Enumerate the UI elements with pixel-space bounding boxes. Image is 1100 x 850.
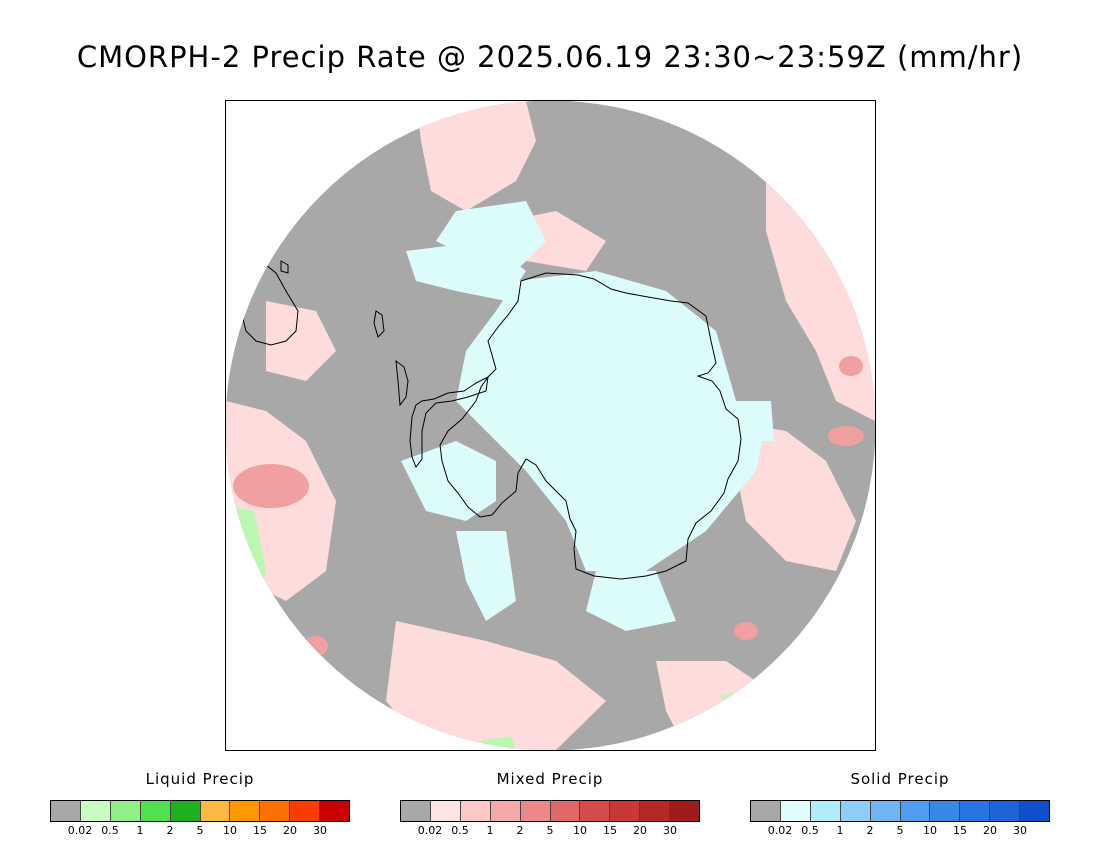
legend-swatch bbox=[900, 801, 931, 821]
legend-swatch bbox=[930, 801, 961, 821]
legend-tick-label: 5 bbox=[196, 824, 204, 837]
legend-swatch bbox=[320, 801, 350, 821]
legend-tick-label: 10 bbox=[923, 824, 937, 837]
legend-tick-label: 20 bbox=[633, 824, 647, 837]
legend-tick-label: 15 bbox=[253, 824, 267, 837]
legend-tick-label: 30 bbox=[663, 824, 677, 837]
legend-ticks: 0.02 0.5 1 2 5 10 15 20 30 bbox=[50, 822, 350, 837]
legend-tick-label: 0.5 bbox=[801, 824, 819, 837]
legend-swatch bbox=[51, 801, 81, 821]
legend-swatch bbox=[490, 801, 521, 821]
legend-swatch bbox=[140, 801, 171, 821]
legend-tick-label: 10 bbox=[223, 824, 237, 837]
legend-swatch bbox=[170, 801, 201, 821]
legend-swatch bbox=[290, 801, 321, 821]
legend-tick-label: 0.5 bbox=[451, 824, 469, 837]
legend-tick-label: 0.02 bbox=[67, 824, 93, 837]
legend-tick-label: 1 bbox=[136, 824, 144, 837]
legend-swatch bbox=[990, 801, 1021, 821]
legend-tick-label: 30 bbox=[1013, 824, 1027, 837]
legend-swatch bbox=[610, 801, 641, 821]
map-title: CMORPH-2 Precip Rate @ 2025.06.19 23:30~… bbox=[76, 40, 1024, 74]
legend-swatch bbox=[780, 801, 811, 821]
legend-tick-label: 5 bbox=[546, 824, 554, 837]
legend-tick-label: 5 bbox=[896, 824, 904, 837]
legend-tick-label: 10 bbox=[573, 824, 587, 837]
legend-swatch bbox=[640, 801, 671, 821]
legend-title: Liquid Precip bbox=[145, 770, 255, 788]
legend-color-bar bbox=[400, 800, 700, 822]
legend-swatch bbox=[230, 801, 261, 821]
legend-tick-label: 15 bbox=[603, 824, 617, 837]
legend-color-bar bbox=[750, 800, 1050, 822]
legend-swatch bbox=[840, 801, 871, 821]
legend-tick-label: 0.5 bbox=[101, 824, 119, 837]
legend-ticks: 0.02 0.5 1 2 5 10 15 20 30 bbox=[750, 822, 1050, 837]
legend-tick-label: 15 bbox=[953, 824, 967, 837]
legend-swatch bbox=[960, 801, 991, 821]
legend-tick-label: 2 bbox=[166, 824, 174, 837]
legend-tick-label: 30 bbox=[313, 824, 327, 837]
legend-swatch bbox=[460, 801, 491, 821]
legend-swatch bbox=[110, 801, 141, 821]
legend-swatch bbox=[670, 801, 700, 821]
legend-tick-label: 0.02 bbox=[767, 824, 793, 837]
legend-swatch bbox=[401, 801, 431, 821]
legend-solid-precip: Solid Precip 0.02 0.5 1 2 5 10 15 20 30 bbox=[750, 770, 1050, 837]
legend-swatch bbox=[751, 801, 781, 821]
legend-tick-label: 20 bbox=[283, 824, 297, 837]
legend-swatch bbox=[550, 801, 581, 821]
legend-swatch bbox=[200, 801, 231, 821]
legend-swatch bbox=[1020, 801, 1050, 821]
legend-title: Mixed Precip bbox=[496, 770, 604, 788]
legend-title: Solid Precip bbox=[850, 770, 950, 788]
legend-tick-label: 1 bbox=[836, 824, 844, 837]
legend-swatch bbox=[520, 801, 551, 821]
legend-liquid-precip: Liquid Precip 0.02 0.5 1 2 5 10 15 20 30 bbox=[50, 770, 350, 837]
legend-swatch bbox=[810, 801, 841, 821]
solid-precip-regions bbox=[401, 201, 774, 631]
legend-color-bar bbox=[50, 800, 350, 822]
map-disk bbox=[226, 101, 875, 750]
peninsula-islands-coastline bbox=[373, 310, 409, 407]
legend-swatch bbox=[580, 801, 611, 821]
legend-tick-label: 0.02 bbox=[417, 824, 443, 837]
polar-precip-map bbox=[226, 101, 875, 750]
antarctica-coastline bbox=[439, 272, 742, 580]
legend-swatch bbox=[430, 801, 461, 821]
falkland-islands-coastline bbox=[280, 260, 289, 274]
legend-tick-label: 1 bbox=[486, 824, 494, 837]
map-panel bbox=[225, 100, 876, 751]
legend-swatch bbox=[80, 801, 111, 821]
legend-tick-label: 2 bbox=[866, 824, 874, 837]
legend-swatch bbox=[260, 801, 291, 821]
legend-swatch bbox=[870, 801, 901, 821]
legend-tick-label: 20 bbox=[983, 824, 997, 837]
antarctic-peninsula-coastline bbox=[409, 376, 489, 469]
legend-tick-label: 2 bbox=[516, 824, 524, 837]
legend-mixed-precip: Mixed Precip 0.02 0.5 1 2 5 10 15 20 30 bbox=[400, 770, 700, 837]
legend-ticks: 0.02 0.5 1 2 5 10 15 20 30 bbox=[400, 822, 700, 837]
